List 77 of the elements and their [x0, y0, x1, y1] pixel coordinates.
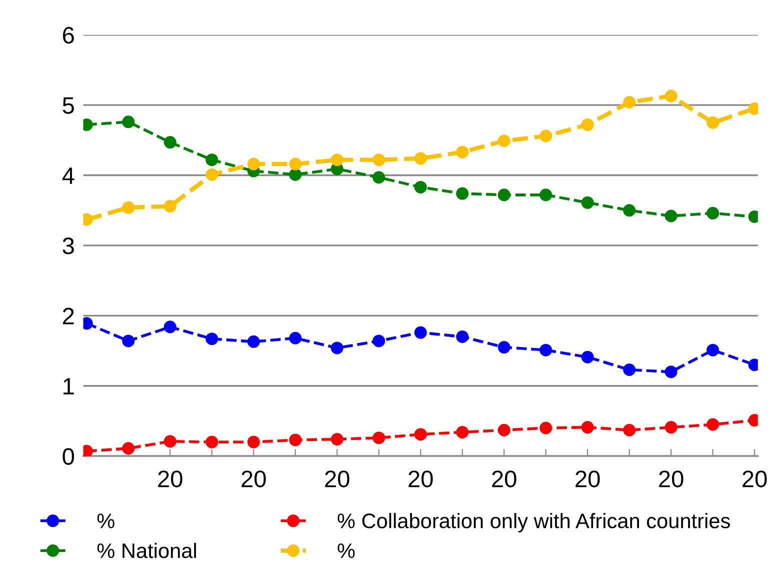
x-tick-label: 20: [158, 470, 182, 488]
x-tick-label: 20: [325, 470, 350, 488]
point: [540, 344, 552, 356]
x-tick-label: 20: [492, 470, 516, 488]
point: [122, 116, 135, 128]
point: [623, 424, 636, 436]
point: [289, 158, 302, 170]
x-tick-label: 20: [742, 470, 767, 488]
y-tick-label: 4: [62, 168, 74, 184]
point: [206, 436, 218, 448]
point: [540, 130, 552, 142]
point: [540, 422, 552, 434]
point: [706, 418, 720, 431]
point: [664, 210, 678, 222]
point: [330, 432, 344, 446]
point: [706, 206, 720, 220]
point: [498, 341, 510, 354]
y-tick-label: 3: [62, 238, 74, 254]
y-tick-label: 1: [64, 378, 74, 394]
x-tick-label: 20: [408, 470, 433, 488]
point: [330, 342, 344, 354]
point: [372, 334, 386, 348]
point: [581, 350, 594, 364]
point: [122, 442, 135, 455]
point: [289, 168, 302, 181]
point: [372, 154, 386, 166]
x-tick-label: 20: [242, 470, 266, 488]
point: [122, 334, 135, 348]
x-tick-label: 20: [659, 470, 684, 488]
point: [498, 134, 510, 148]
point: [706, 116, 720, 129]
point: [581, 118, 594, 131]
point: [623, 363, 636, 376]
point: [289, 332, 302, 344]
legend-label: %: [97, 514, 114, 528]
point: [414, 152, 427, 165]
point: [206, 168, 218, 181]
point: [664, 366, 678, 378]
point: [706, 344, 720, 356]
y-tick-label: 5: [62, 97, 74, 114]
point: [164, 200, 176, 212]
point: [414, 180, 427, 194]
point: [414, 326, 427, 339]
point: [164, 136, 176, 149]
point: [206, 332, 218, 346]
legend-label: % National: [97, 542, 196, 558]
point: [330, 154, 344, 166]
x-tick-label: 20: [576, 470, 600, 488]
point: [456, 146, 469, 158]
point: [122, 201, 135, 214]
point: [664, 421, 678, 434]
point: [623, 96, 636, 109]
point: [498, 188, 510, 202]
point: [581, 196, 594, 209]
legend-label: %: [338, 543, 355, 558]
point: [164, 435, 176, 448]
point: [581, 421, 594, 434]
point: [289, 434, 302, 446]
point: [540, 188, 552, 202]
y-tick-label: 0: [62, 448, 74, 465]
point: [372, 171, 386, 184]
point: [164, 320, 176, 334]
y-tick-label: 2: [62, 308, 74, 324]
point: [414, 428, 427, 441]
point: [372, 432, 386, 444]
point: [664, 90, 678, 102]
point: [456, 330, 469, 343]
point: [623, 204, 636, 217]
y-tick-label: 6: [63, 26, 74, 44]
point: [456, 426, 469, 438]
legend-label: % Collaboration only with African countries: [338, 512, 730, 532]
point: [456, 187, 469, 200]
point: [247, 335, 260, 348]
point: [206, 154, 218, 166]
point: [247, 158, 260, 170]
point: [247, 436, 260, 448]
point: [498, 424, 510, 436]
